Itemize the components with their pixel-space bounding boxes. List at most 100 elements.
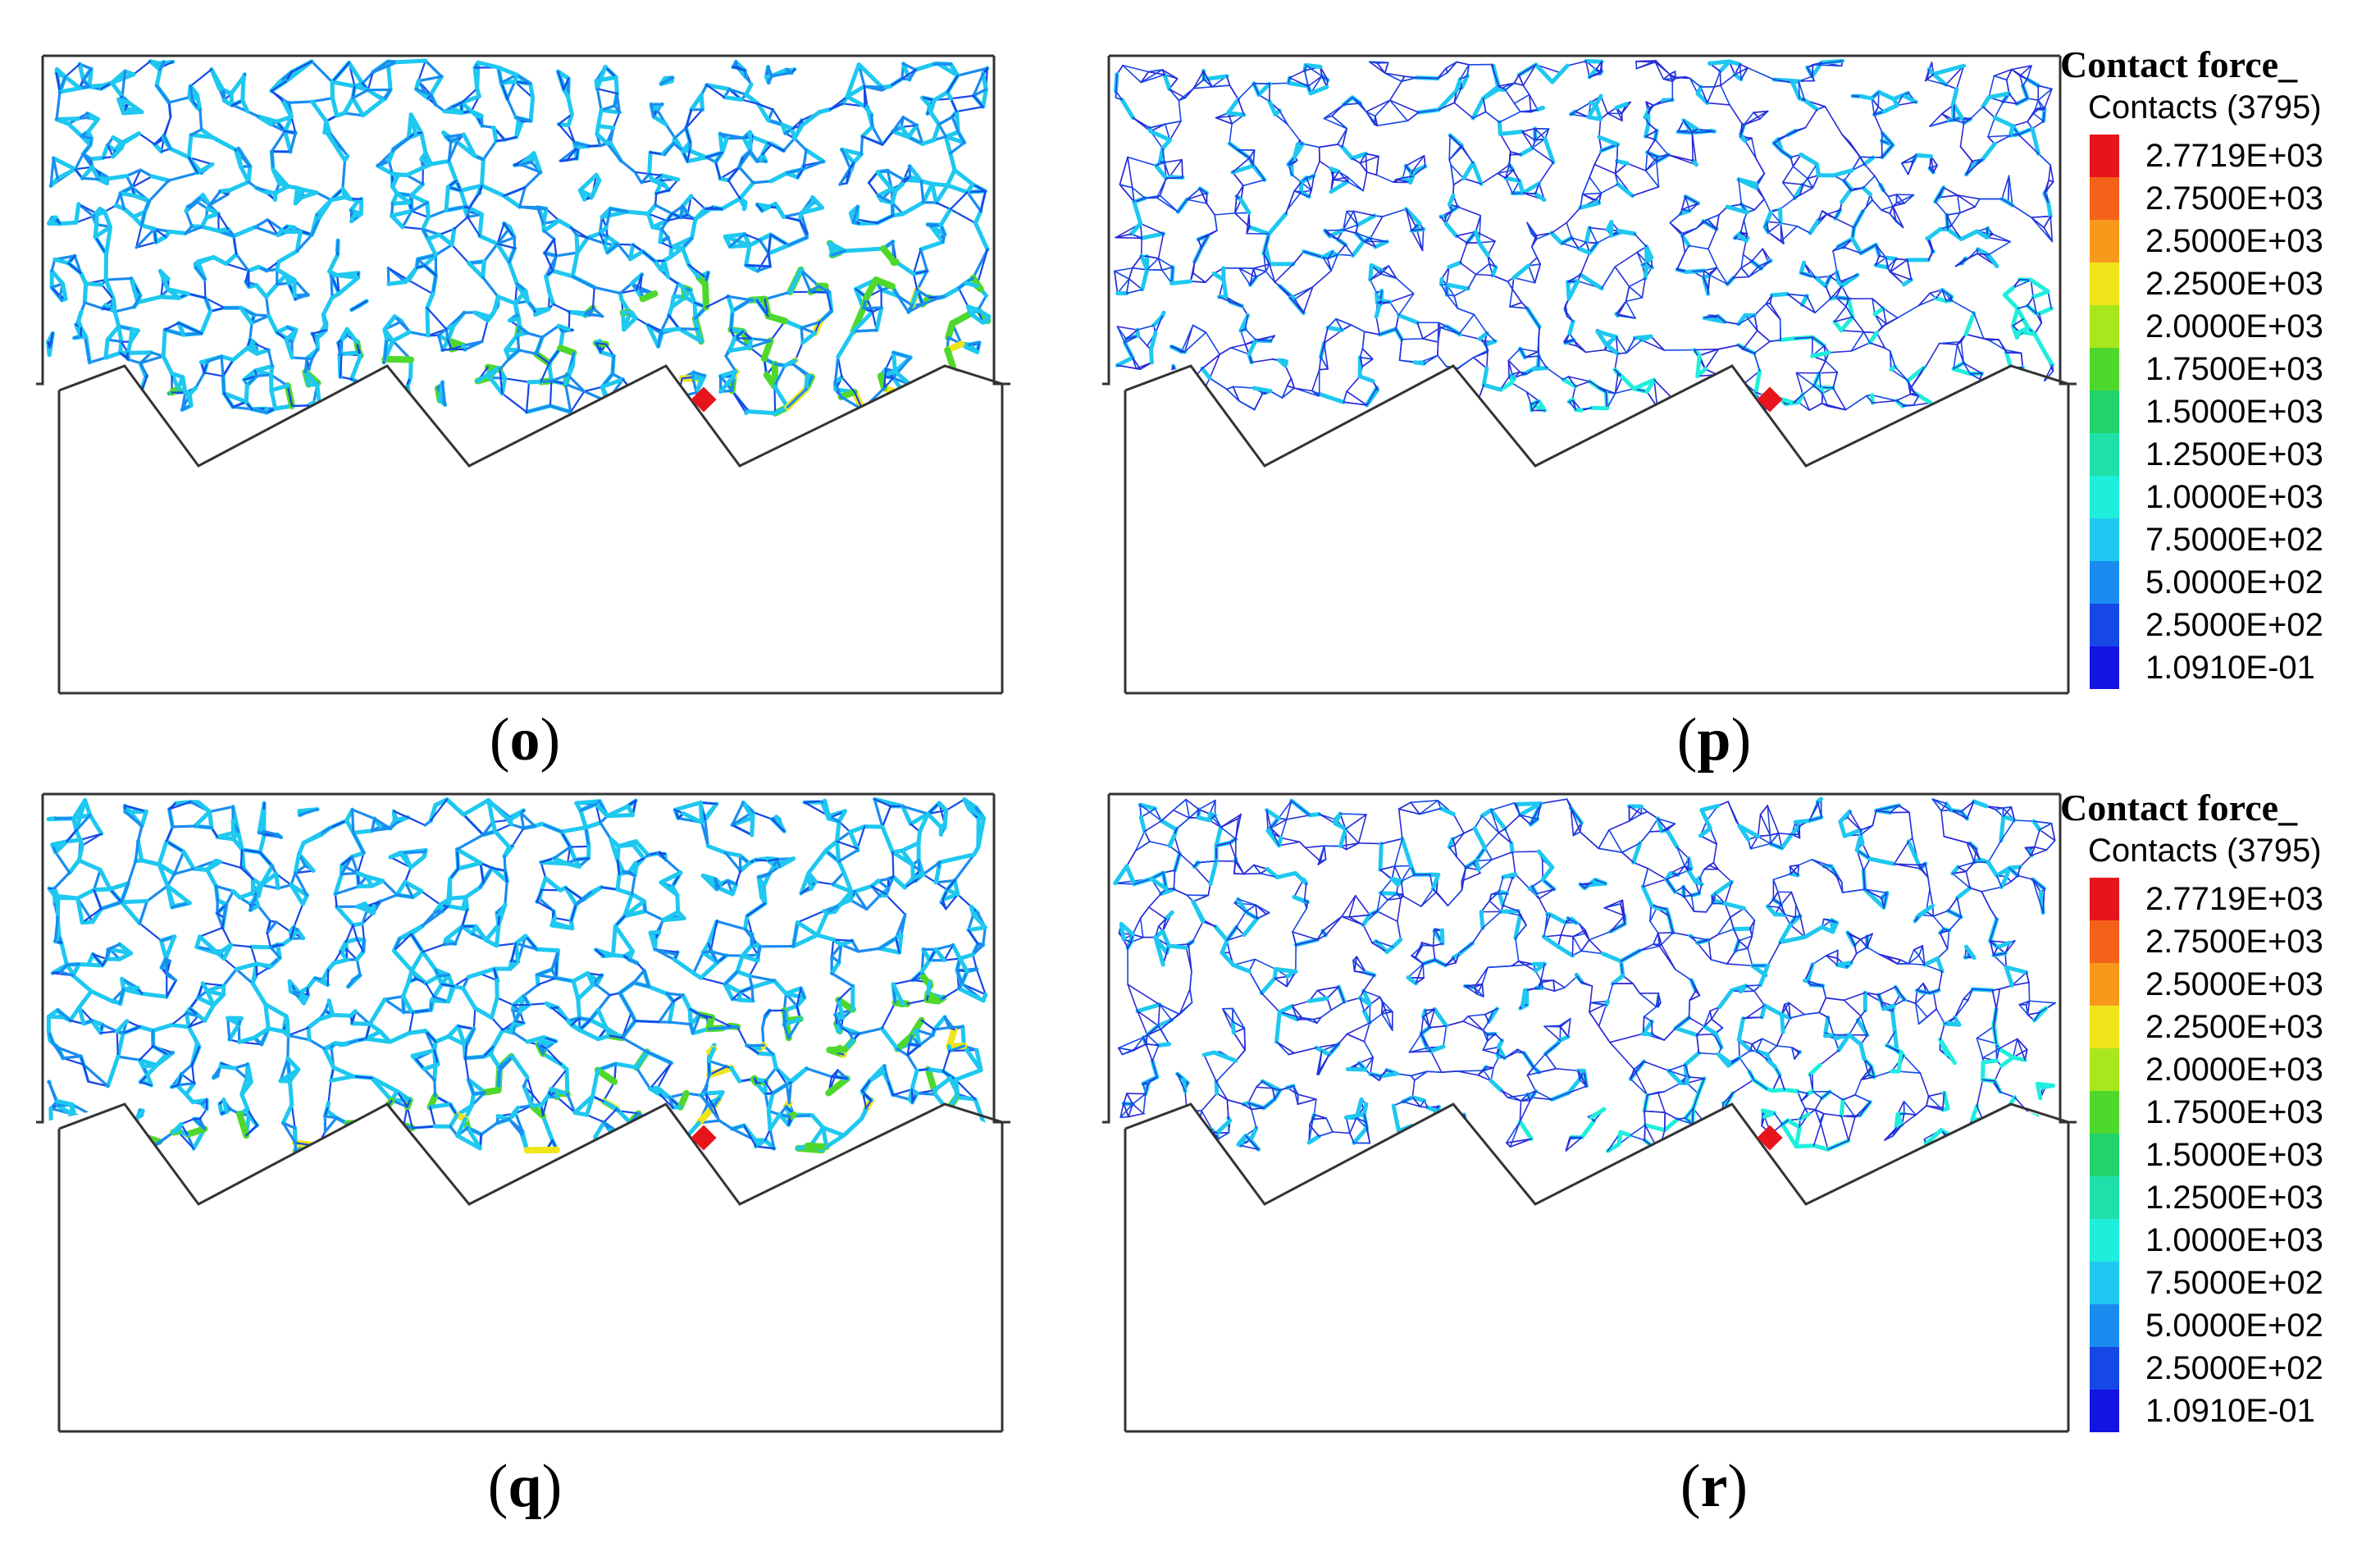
contact-force-segment: [833, 355, 840, 384]
contact-force-segment: [372, 61, 399, 74]
contact-force-segment: [950, 373, 958, 380]
contact-force-segment: [153, 227, 171, 233]
contact-force-segment: [135, 224, 143, 249]
contact-force-segment: [817, 285, 831, 294]
contact-force-segment: [117, 325, 134, 331]
contact-force-segment: [1709, 274, 1729, 285]
contact-force-segment: [310, 348, 319, 361]
contact-force-segment: [1204, 398, 1207, 411]
contact-force-segment: [600, 104, 617, 112]
contact-force-segment: [1573, 339, 1587, 354]
contact-force-segment: [93, 225, 113, 240]
contact-force-segment: [125, 168, 142, 178]
contact-force-segment: [1530, 399, 1540, 405]
contact-force-segment: [371, 404, 387, 409]
contact-force-segment: [1740, 267, 1750, 278]
contact-force-segment: [450, 244, 470, 264]
contact-force-segment: [851, 152, 864, 165]
contact-force-segment: [1817, 213, 1828, 221]
contact-force-segment: [863, 85, 866, 107]
contact-force-segment: [757, 103, 774, 111]
contact-force-segment: [1396, 313, 1420, 325]
contact-force-segment: [1644, 135, 1656, 141]
contact-force-segment: [167, 95, 191, 104]
contact-force-segment: [1137, 335, 1148, 347]
contact-force-segment: [964, 345, 979, 354]
contact-force-segment: [845, 84, 867, 99]
contact-force-segment: [390, 330, 413, 344]
contact-force-segment: [270, 130, 287, 153]
contact-force-segment: [1779, 197, 1796, 210]
contact-force-segment: [1979, 378, 1983, 401]
contact-force-segment: [1581, 192, 1603, 195]
contact-force-segment: [651, 381, 666, 405]
contact-force-segment: [1753, 368, 1762, 395]
contact-force-segment: [877, 194, 894, 204]
contact-force-segment: [1376, 120, 1409, 126]
contact-force-segment: [1615, 107, 1623, 121]
contact-force-segment: [1792, 166, 1808, 180]
contact-force-segment: [2031, 386, 2040, 396]
contact-force-segment: [426, 307, 448, 331]
contact-force-segment: [273, 184, 290, 195]
contact-force-segment: [629, 272, 645, 286]
contact-force-segment: [1169, 88, 1180, 102]
contact-force-segment: [479, 157, 486, 188]
contact-force-segment: [365, 384, 374, 407]
contact-force-segment: [327, 130, 349, 157]
contact-force-segment: [1875, 257, 1887, 266]
contact-force-segment: [528, 81, 536, 100]
contact-force-segment: [962, 386, 992, 394]
contact-force-segment: [340, 350, 362, 357]
contact-force-segment: [266, 218, 284, 231]
contact-force-segment: [563, 382, 586, 393]
contact-force-segment: [61, 281, 68, 301]
contact-force-segment: [1584, 349, 1606, 354]
contact-force-segment: [336, 274, 340, 294]
contact-force-segment: [1945, 65, 1965, 86]
contact-force-segment: [1894, 258, 1908, 261]
contact-force-segment: [80, 165, 94, 180]
contact-force-segment: [928, 223, 947, 237]
contact-force-segment: [2019, 65, 2032, 77]
contact-force-segment: [2032, 331, 2047, 354]
contact-force-segment: [1513, 103, 1521, 112]
contact-force-segment: [907, 164, 923, 184]
contact-force-segment: [217, 226, 230, 233]
contact-force-segment: [1290, 377, 1295, 389]
contact-force-segment: [163, 328, 185, 336]
contact-force-segment: [128, 326, 135, 345]
contact-force-segment: [910, 288, 919, 308]
contact-force-segment: [199, 224, 221, 233]
contact-force-segment: [851, 205, 859, 224]
contact-force-segment: [1534, 128, 1550, 141]
contact-force-segment: [135, 227, 156, 249]
contact-force-segment: [2029, 385, 2042, 397]
contact-force-segment: [1644, 121, 1651, 139]
contact-force-segment: [186, 132, 194, 160]
contact-force-segment: [1716, 214, 1720, 231]
contact-force-segment: [870, 113, 874, 128]
contact-force-segment: [666, 216, 682, 222]
contact-force-segment: [1578, 201, 1602, 210]
contact-force-segment: [649, 151, 664, 155]
contact-force-segment: [1703, 267, 1718, 272]
contact-force-segment: [501, 392, 528, 413]
contact-force-segment: [880, 245, 899, 267]
contact-force-segment: [1162, 72, 1172, 92]
contact-force-segment: [409, 193, 430, 205]
contact-force-segment: [1286, 190, 1295, 211]
contact-force-segment: [1499, 376, 1510, 390]
contact-force-segment: [662, 258, 671, 280]
contact-force-segment: [1131, 186, 1147, 199]
contact-force-segment: [168, 101, 172, 118]
contact-force-segment: [209, 307, 226, 313]
contact-force-segment: [64, 399, 79, 406]
contact-force-segment: [663, 142, 675, 157]
contact-force-segment: [125, 384, 143, 397]
contact-force-segment: [652, 258, 664, 273]
contact-force-segment: [1481, 84, 1501, 101]
contact-force-segment: [330, 80, 357, 89]
contact-force-segment: [1568, 399, 1575, 403]
contact-force-segment: [921, 181, 935, 205]
